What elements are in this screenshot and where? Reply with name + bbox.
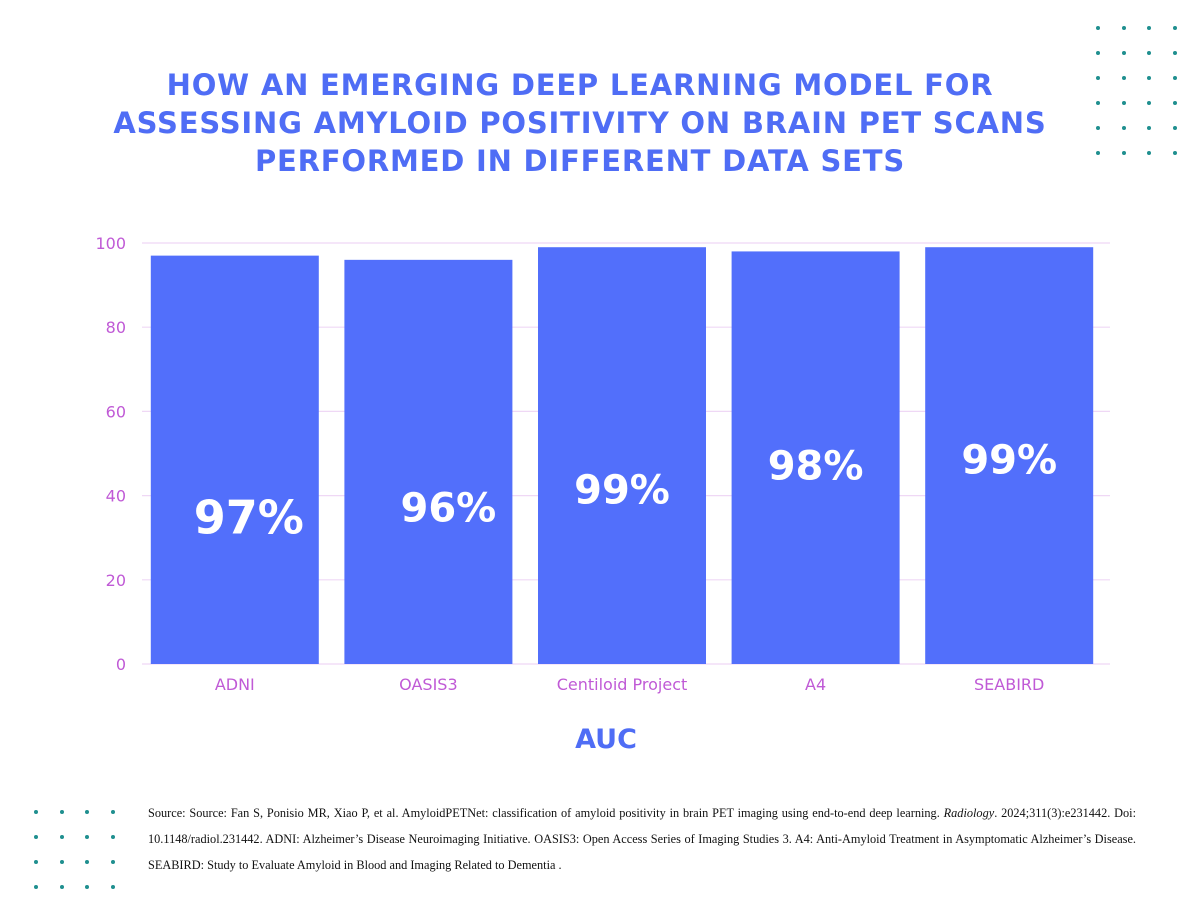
decorative-dot bbox=[1147, 26, 1151, 30]
title-line-2: ASSESSING AMYLOID POSITIVITY ON BRAIN PE… bbox=[113, 106, 1047, 140]
decorative-dot bbox=[1121, 151, 1126, 155]
decorative-dot bbox=[1096, 76, 1100, 80]
decorative-dot bbox=[59, 860, 64, 864]
decorative-dot bbox=[1096, 51, 1100, 55]
decorative-dot bbox=[110, 860, 115, 864]
bar-4 bbox=[731, 251, 900, 665]
decorative-dot bbox=[1096, 126, 1100, 130]
decorative-dot bbox=[59, 885, 64, 889]
title-line-1: HOW AN EMERGING DEEP LEARNING MODEL FOR bbox=[166, 68, 994, 102]
page-title: HOW AN EMERGING DEEP LEARNING MODEL FOR … bbox=[0, 66, 1160, 180]
decorative-dot bbox=[34, 860, 38, 864]
x-axis-title: AUC bbox=[575, 724, 637, 755]
decorative-dot bbox=[1096, 26, 1100, 30]
decorative-dot bbox=[1172, 26, 1177, 30]
decorative-dot bbox=[1147, 126, 1151, 130]
bar-2 bbox=[344, 259, 513, 664]
decorative-dot bbox=[1096, 151, 1100, 155]
decorative-dot bbox=[59, 810, 64, 814]
decorative-dot bbox=[1121, 26, 1126, 30]
data-label-1: 97% bbox=[194, 491, 304, 545]
decorative-dot bbox=[1147, 51, 1151, 55]
decorative-dot bbox=[1172, 151, 1177, 155]
y-tick-label-60: 60 bbox=[106, 402, 126, 421]
decorative-dot bbox=[110, 810, 115, 814]
decorative-dot bbox=[34, 835, 38, 839]
decorative-dot bbox=[1121, 76, 1126, 80]
data-label-2: 96% bbox=[401, 486, 497, 532]
decorative-dot bbox=[1147, 151, 1151, 155]
decorative-dot bbox=[59, 835, 64, 839]
decorative-dot bbox=[85, 835, 89, 839]
y-tick-label-100: 100 bbox=[95, 234, 126, 253]
data-label-4: 98% bbox=[768, 444, 864, 490]
decorative-dot bbox=[1121, 51, 1126, 55]
source-citation: Source: Source: Fan S, Ponisio MR, Xiao … bbox=[148, 800, 1136, 878]
decorative-dot bbox=[1147, 101, 1151, 105]
decorative-dot bbox=[85, 810, 89, 814]
decorative-dot bbox=[34, 885, 38, 889]
data-label-5: 99% bbox=[961, 438, 1057, 484]
source-prefix: Source: Source: Fan S, Ponisio MR, Xiao … bbox=[148, 806, 944, 820]
decorative-dot bbox=[1172, 76, 1177, 80]
decorative-dot bbox=[1147, 76, 1151, 80]
x-tick-label-3: Centiloid Project bbox=[557, 675, 688, 694]
data-label-3: 99% bbox=[574, 468, 670, 514]
decorative-dot bbox=[1172, 126, 1177, 130]
source-suffix: . 2024;311(3):e231442. Doi: 10.1148/radi… bbox=[148, 806, 1136, 872]
decorative-dot bbox=[1172, 51, 1177, 55]
decorative-dot bbox=[1121, 126, 1126, 130]
decorative-dot bbox=[85, 885, 89, 889]
decorative-dot bbox=[110, 835, 115, 839]
decorative-dot bbox=[34, 810, 38, 814]
x-tick-label-4: A4 bbox=[805, 675, 826, 694]
y-tick-label-80: 80 bbox=[106, 318, 126, 337]
x-tick-label-2: OASIS3 bbox=[399, 675, 457, 694]
y-tick-label-40: 40 bbox=[106, 487, 126, 506]
bar-5 bbox=[925, 247, 1094, 664]
decorative-dot bbox=[1172, 101, 1177, 105]
y-tick-label-0: 0 bbox=[116, 655, 126, 674]
decorative-dot bbox=[110, 885, 115, 889]
decorative-dot bbox=[1096, 101, 1100, 105]
bar-1 bbox=[150, 255, 319, 664]
decorative-dot bbox=[85, 860, 89, 864]
bar-3 bbox=[538, 247, 706, 664]
source-journal: Radiology bbox=[943, 806, 995, 820]
y-tick-label-20: 20 bbox=[106, 571, 126, 590]
x-tick-label-1: ADNI bbox=[215, 675, 255, 694]
decorative-dot bbox=[1121, 101, 1126, 105]
title-line-3: PERFORMED IN DIFFERENT DATA SETS bbox=[254, 144, 906, 178]
x-tick-label-5: SEABIRD bbox=[974, 675, 1044, 694]
